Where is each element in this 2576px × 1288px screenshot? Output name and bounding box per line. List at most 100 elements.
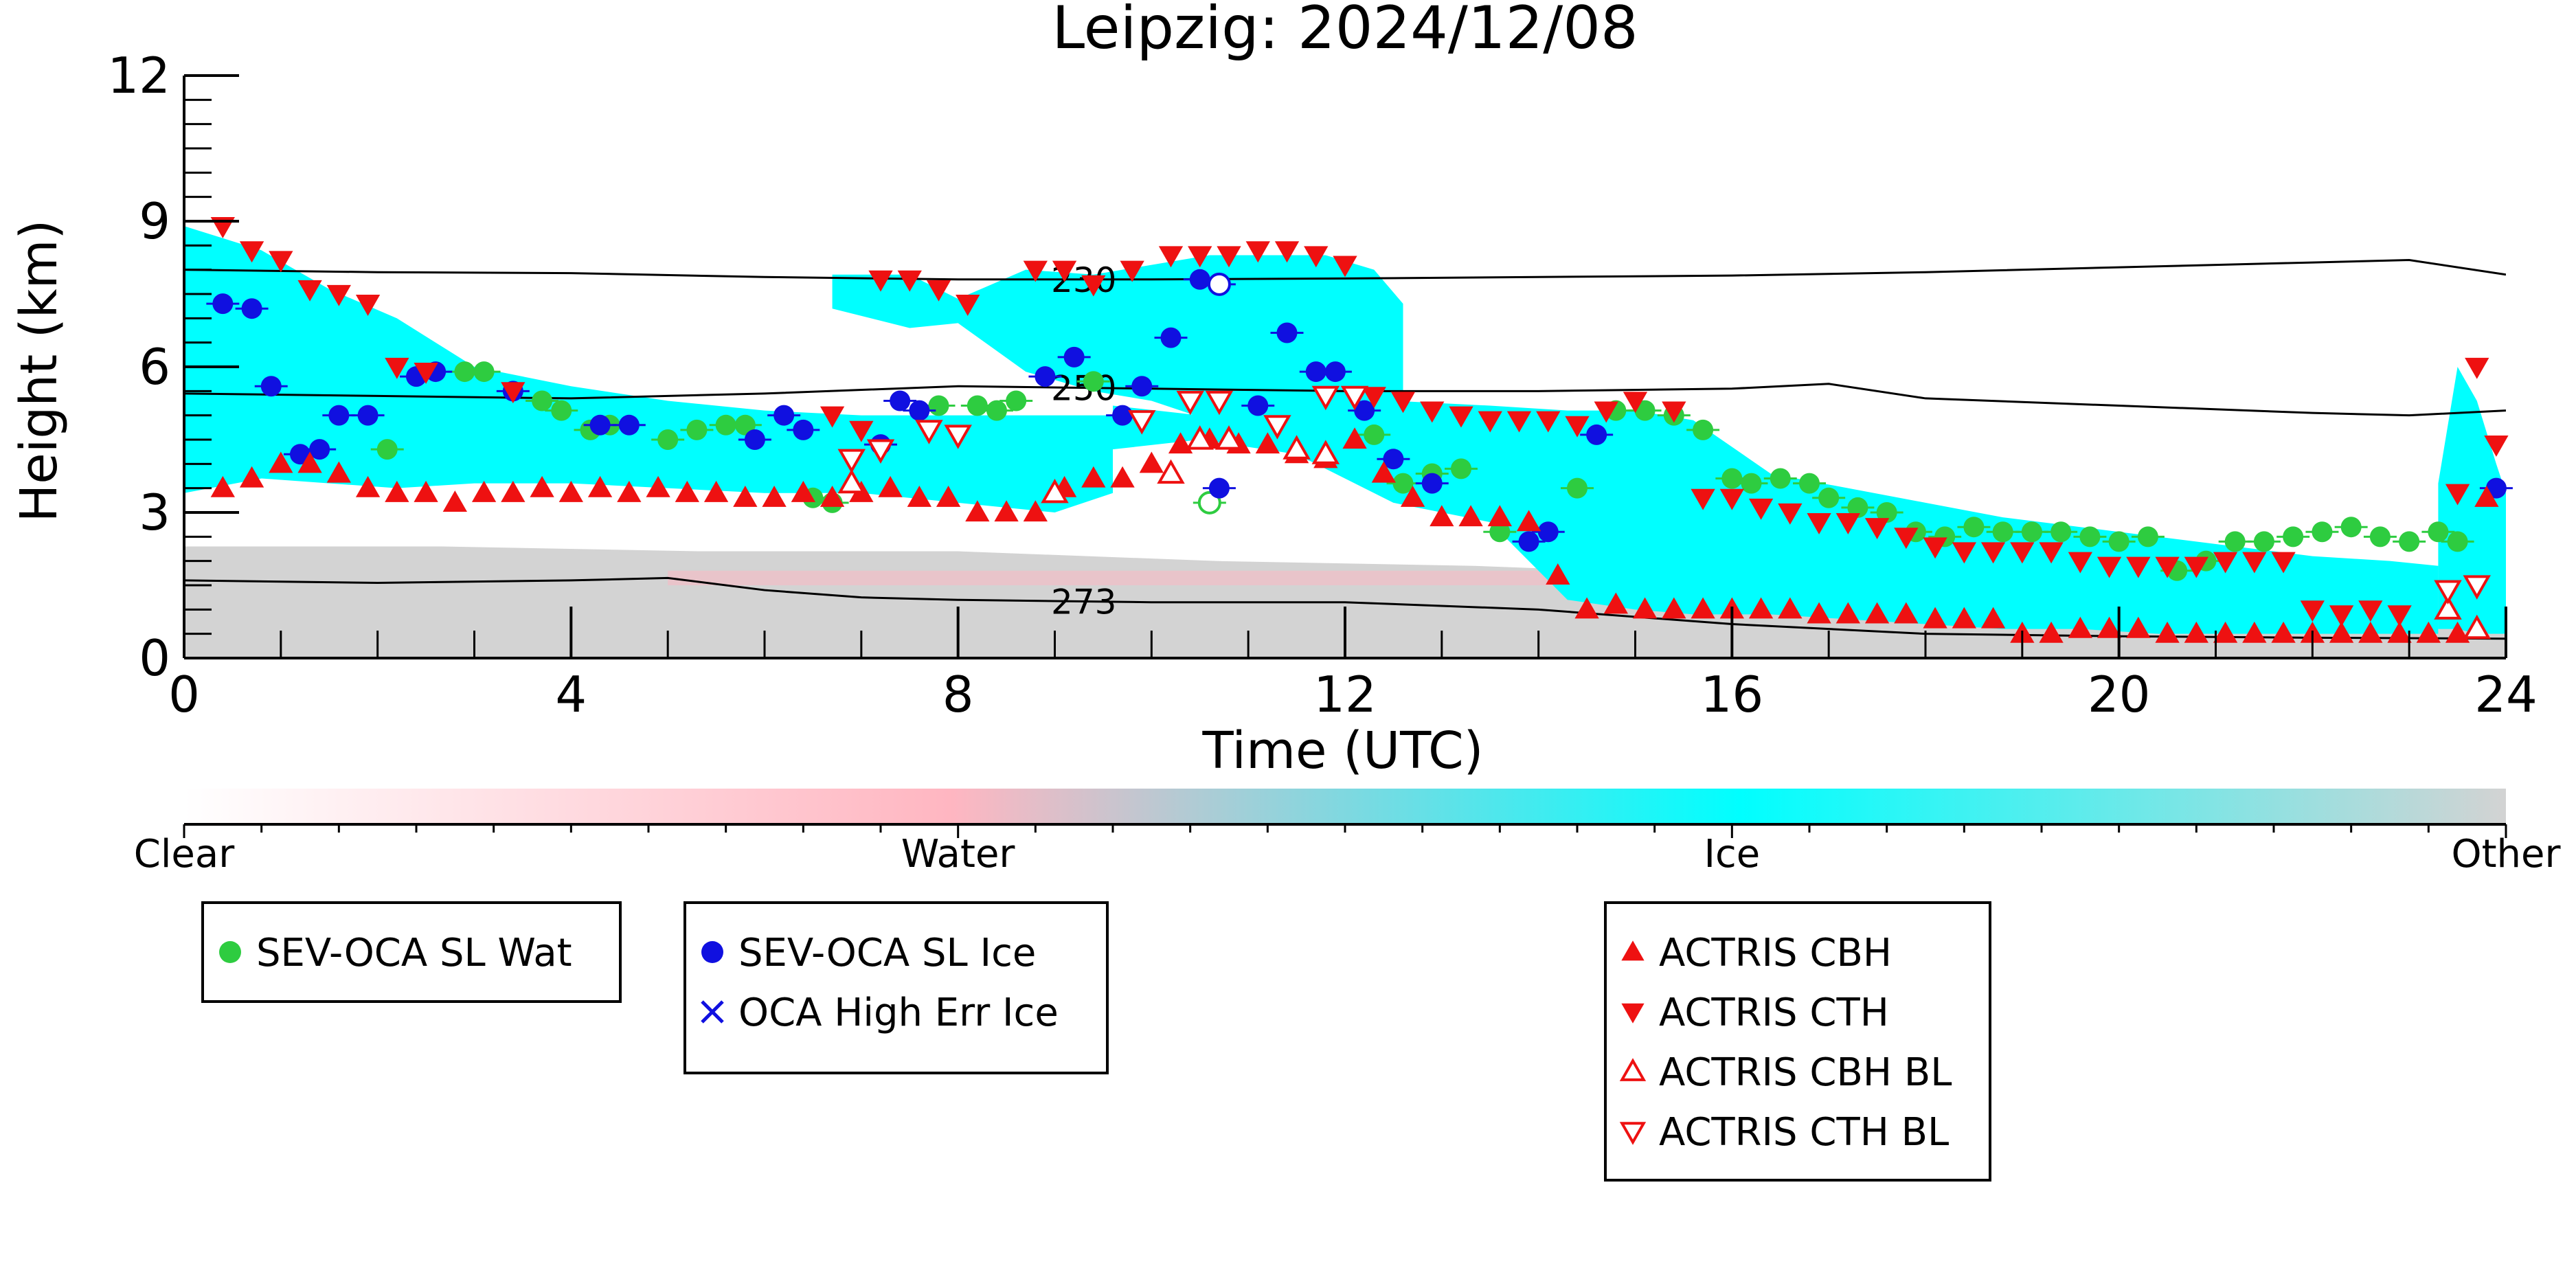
data-point — [1603, 592, 1628, 614]
data-point — [1006, 390, 1027, 411]
data-point — [212, 293, 234, 315]
legend-box: SEV-OCA SL Ice OCA High Err Ice — [683, 901, 1109, 1074]
data-point — [1632, 597, 1658, 619]
data-point — [791, 480, 815, 502]
data-point — [2340, 517, 2362, 538]
data-point — [2387, 621, 2412, 643]
data-point — [1354, 400, 1375, 421]
data-point — [1342, 427, 1367, 449]
data-point — [1518, 531, 1539, 552]
data-point — [1621, 1003, 1645, 1024]
data-point — [2463, 614, 2491, 640]
data-point — [2079, 526, 2101, 547]
x-tick-label: 12 — [1313, 666, 1377, 723]
data-point — [2312, 521, 2333, 543]
legend-label: SEV-OCA SL Wat — [256, 931, 572, 975]
data-point — [2329, 605, 2354, 627]
data-point — [269, 251, 293, 273]
data-point — [837, 468, 866, 494]
data-point — [820, 406, 845, 428]
data-point — [210, 475, 235, 497]
data-point — [414, 480, 438, 502]
data-point — [1516, 510, 1541, 532]
y-tick-label: 6 — [139, 338, 170, 396]
data-point — [2484, 435, 2509, 457]
data-point — [967, 395, 988, 416]
axes: 0 3 6 9 12 0 4 8 12 16 20 24 — [107, 47, 2537, 723]
data-point — [309, 439, 330, 460]
x-tick-label: 8 — [942, 666, 974, 723]
data-point — [2155, 621, 2180, 643]
data-point — [1662, 597, 1686, 619]
data-point — [2213, 621, 2238, 643]
data-point — [587, 475, 613, 497]
data-point — [1110, 466, 1135, 488]
data-point — [868, 270, 893, 292]
data-point — [1992, 521, 2013, 543]
data-point — [1619, 1122, 1647, 1145]
data-point — [686, 419, 708, 440]
isotherm-line — [184, 259, 2506, 281]
data-point — [1276, 322, 1298, 343]
data-point — [2463, 575, 2491, 600]
data-point — [2050, 521, 2072, 543]
data-point — [915, 420, 943, 444]
data-point — [1333, 256, 1357, 278]
data-point — [2358, 600, 2383, 622]
data-point — [1247, 395, 1269, 416]
data-point — [1748, 597, 1774, 619]
data-point — [532, 390, 553, 411]
data-point — [1799, 473, 1820, 494]
y-axis-label: Height (km) — [10, 220, 69, 523]
legends: SEV-OCA SL Wat SEV-OCA SL Ice OCA High Err… — [201, 901, 1991, 1182]
data-point — [1691, 597, 1715, 619]
data-point — [385, 480, 409, 502]
data-point — [734, 414, 756, 436]
legend-frame — [201, 901, 622, 1003]
data-point — [1894, 528, 1919, 550]
data-point — [1923, 537, 1947, 559]
y-tick-label: 9 — [139, 192, 170, 250]
data-point — [936, 485, 961, 507]
data-point — [944, 425, 972, 449]
data-point — [1546, 563, 1570, 585]
data-point — [1952, 542, 1976, 564]
data-point — [1963, 517, 1985, 538]
data-point — [1691, 488, 1715, 510]
colorbar-label: Ice — [1704, 832, 1760, 877]
data-point — [2242, 552, 2267, 574]
data-point — [1537, 521, 1559, 543]
data-point — [2184, 621, 2208, 643]
data-point — [701, 1000, 724, 1024]
data-point — [1083, 371, 1104, 392]
data-point — [1217, 246, 1241, 268]
data-point — [1081, 466, 1106, 488]
isotherm-label: 250 — [1051, 369, 1116, 409]
data-point — [501, 382, 526, 404]
data-point — [2108, 531, 2129, 552]
data-point — [1778, 503, 1803, 525]
y-tick-label: 3 — [139, 484, 170, 541]
data-point — [1421, 473, 1443, 494]
data-point — [1311, 440, 1340, 464]
data-point — [1506, 411, 1532, 433]
series-sev-oca-sl-wat — [370, 361, 2474, 581]
legend-frame — [1604, 901, 1991, 1182]
data-point — [1081, 275, 1106, 297]
data-point — [793, 419, 814, 440]
data-point — [1063, 346, 1085, 368]
data-point — [2474, 485, 2499, 507]
data-point — [1458, 505, 1483, 527]
legend-label: SEV-OCA SL Ice — [738, 931, 1036, 975]
series-actris-cth-bl — [837, 385, 2491, 605]
data-point — [1489, 521, 1511, 543]
data-point — [501, 480, 526, 502]
data-point — [442, 490, 467, 512]
data-point — [1536, 411, 1561, 433]
data-point — [2271, 552, 2296, 574]
data-point — [589, 414, 611, 436]
data-point — [1693, 419, 1714, 440]
data-point — [1311, 385, 1340, 411]
series-actris-cth — [210, 216, 2509, 627]
colorbar: Clear Water Ice Other — [134, 789, 2561, 877]
